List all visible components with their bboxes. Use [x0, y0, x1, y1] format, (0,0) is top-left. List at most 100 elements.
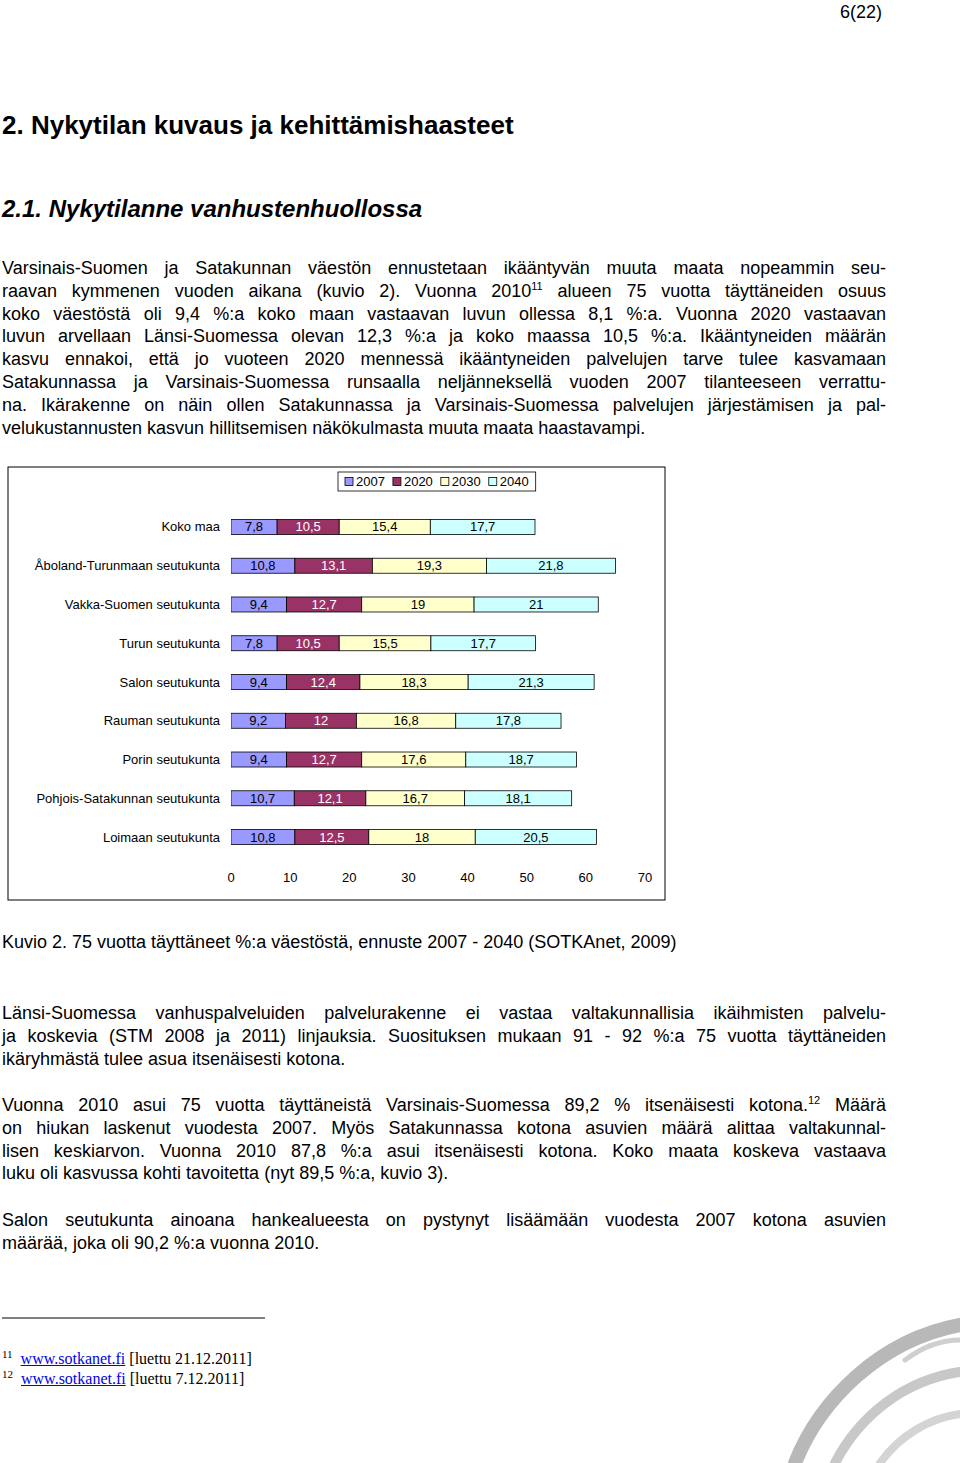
- bar-segment: [456, 713, 561, 728]
- data-label: 15,4: [372, 519, 397, 534]
- text-line: Varsinais-Suomen ja Satakunnan väestön e…: [2, 257, 886, 279]
- tick-label: 10: [283, 870, 297, 885]
- line-text: on hiukan laskenut vuodesta 2007. Myös S…: [2, 1118, 886, 1138]
- bar-segment: [295, 558, 372, 573]
- tick-label: 40: [460, 870, 474, 885]
- text-line: määrää, joka oli 90,2 %:a vuonna 2010.: [2, 1232, 319, 1254]
- bar-segment: [468, 675, 594, 690]
- footnote-text: [luettu 21.12.2011]: [125, 1350, 252, 1367]
- data-label: 19: [411, 597, 425, 612]
- footnote-rule: [2, 1318, 265, 1319]
- legend-swatch: [393, 478, 401, 486]
- legend-entry: 2020: [404, 474, 433, 489]
- tick-label: 50: [519, 870, 533, 885]
- data-label: 16,8: [393, 713, 418, 728]
- footnote-text: [luettu 7.12.2011]: [126, 1370, 245, 1387]
- bar-segment: [231, 791, 294, 806]
- line-text: na. Ikärakenne on näin ollen Satakunnass…: [2, 395, 886, 415]
- bar-segment: [475, 830, 596, 845]
- bar-segment: [231, 636, 277, 651]
- bar-segment: [287, 752, 362, 767]
- data-label: 17,7: [471, 636, 496, 651]
- legend-box: [338, 472, 536, 491]
- data-label: 21: [529, 597, 543, 612]
- bar-segment: [295, 830, 369, 845]
- bar-segment: [287, 597, 362, 612]
- text-line: luku oli kasvussa kohti tavoitetta (nyt …: [2, 1162, 448, 1184]
- bar-segment: [231, 519, 277, 534]
- category-label: Åboland-Turunmaan seutukunta: [35, 558, 221, 573]
- tick-label: 30: [401, 870, 415, 885]
- line-text: lisen keskiarvon. Vuonna 2010 87,8 %:a a…: [2, 1141, 886, 1161]
- category-label: Loimaan seutukunta: [103, 830, 221, 845]
- bar-segment: [430, 519, 535, 534]
- line-text: alueen 75 vuotta täyttäneiden osuus: [543, 281, 886, 301]
- chart-frame: [8, 467, 665, 900]
- line-text: määrää, joka oli 90,2 %:a vuonna 2010.: [2, 1233, 319, 1253]
- line-text: kasvu ennakoi, että jo vuoteen 2020 menn…: [2, 349, 886, 369]
- data-labels: 7,810,89,47,89,49,29,410,710,810,513,112…: [245, 519, 564, 844]
- bar-segment: [277, 636, 339, 651]
- text-line: velukustannusten kasvun hillitsemisen nä…: [2, 417, 645, 439]
- decor-swirl: [795, 1325, 960, 1463]
- data-label: 12,7: [311, 597, 336, 612]
- footnote-link[interactable]: www.sotkanet.fi: [21, 1370, 126, 1387]
- tick-label: 0: [227, 870, 234, 885]
- legend-swatch: [441, 478, 449, 486]
- data-label: 10,5: [296, 636, 321, 651]
- text-line: ikäryhmästä tulee asua itsenäisesti koto…: [2, 1048, 345, 1070]
- line-text: luvun arvellaan Länsi-Suomessa olevan 12…: [2, 326, 886, 346]
- data-label: 19,3: [417, 558, 442, 573]
- legend-swatch: [345, 478, 353, 486]
- bar-segment: [465, 791, 572, 806]
- data-label: 17,8: [496, 713, 521, 728]
- line-text: Varsinais-Suomen ja Satakunnan väestön e…: [2, 258, 886, 278]
- bar-segment: [366, 791, 465, 806]
- bar-segment: [287, 675, 360, 690]
- data-label: 18,3: [401, 675, 426, 690]
- footnote-link[interactable]: www.sotkanet.fi: [21, 1350, 126, 1367]
- swirl-curve: [795, 1325, 960, 1463]
- legend-entry: 2030: [452, 474, 481, 489]
- bar-segment: [356, 713, 455, 728]
- bar-segment: [285, 713, 356, 728]
- legend-entry: 2040: [500, 474, 529, 489]
- text-line: Salon seutukunta ainoana hankealueesta o…: [2, 1209, 886, 1231]
- line-text: luku oli kasvussa kohti tavoitetta (nyt …: [2, 1163, 448, 1183]
- data-label: 7,8: [245, 636, 263, 651]
- legend-swatch: [489, 478, 497, 486]
- data-label: 17,6: [401, 752, 426, 767]
- footnote-ref: 12: [808, 1094, 820, 1106]
- bar-segment: [474, 597, 598, 612]
- text-line: Länsi-Suomessa vanhuspalveluiden palvelu…: [2, 1002, 886, 1024]
- data-label: 16,7: [403, 791, 428, 806]
- text-line: luvun arvellaan Länsi-Suomessa olevan 12…: [2, 325, 886, 347]
- bar-segment: [486, 558, 615, 573]
- bar-segment: [362, 752, 466, 767]
- line-text: velukustannusten kasvun hillitsemisen nä…: [2, 418, 645, 438]
- footnote: 12www.sotkanet.fi [luettu 7.12.2011]: [2, 1370, 244, 1388]
- data-label: 9,4: [250, 597, 268, 612]
- data-label: 18,7: [508, 752, 533, 767]
- tick-label: 20: [342, 870, 356, 885]
- bar-segment: [466, 752, 577, 767]
- bar-segment: [231, 597, 287, 612]
- subheading: 2.1. Nykytilanne vanhustenhuollossa: [2, 195, 422, 223]
- footnote: 11www.sotkanet.fi [luettu 21.12.2011]: [2, 1350, 252, 1368]
- data-label: 10,8: [250, 558, 275, 573]
- line-text: Länsi-Suomessa vanhuspalveluiden palvelu…: [2, 1003, 886, 1023]
- data-label: 10,5: [296, 519, 321, 534]
- text-line: na. Ikärakenne on näin ollen Satakunnass…: [2, 394, 886, 416]
- data-label: 9,4: [250, 752, 268, 767]
- data-label: 12,5: [319, 830, 344, 845]
- line-text: Salon seutukunta ainoana hankealueesta o…: [2, 1210, 886, 1230]
- data-label: 7,8: [245, 519, 263, 534]
- bar-segment: [362, 597, 474, 612]
- line-text: Satakunnassa ja Varsinais-Suomessa runsa…: [2, 372, 886, 392]
- data-label: 18: [415, 830, 429, 845]
- data-label: 12,7: [311, 752, 336, 767]
- category-label: Rauman seutukunta: [104, 713, 221, 728]
- bar-segment: [231, 675, 287, 690]
- data-label: 12,1: [317, 791, 342, 806]
- line-text: ikäryhmästä tulee asua itsenäisesti koto…: [2, 1049, 345, 1069]
